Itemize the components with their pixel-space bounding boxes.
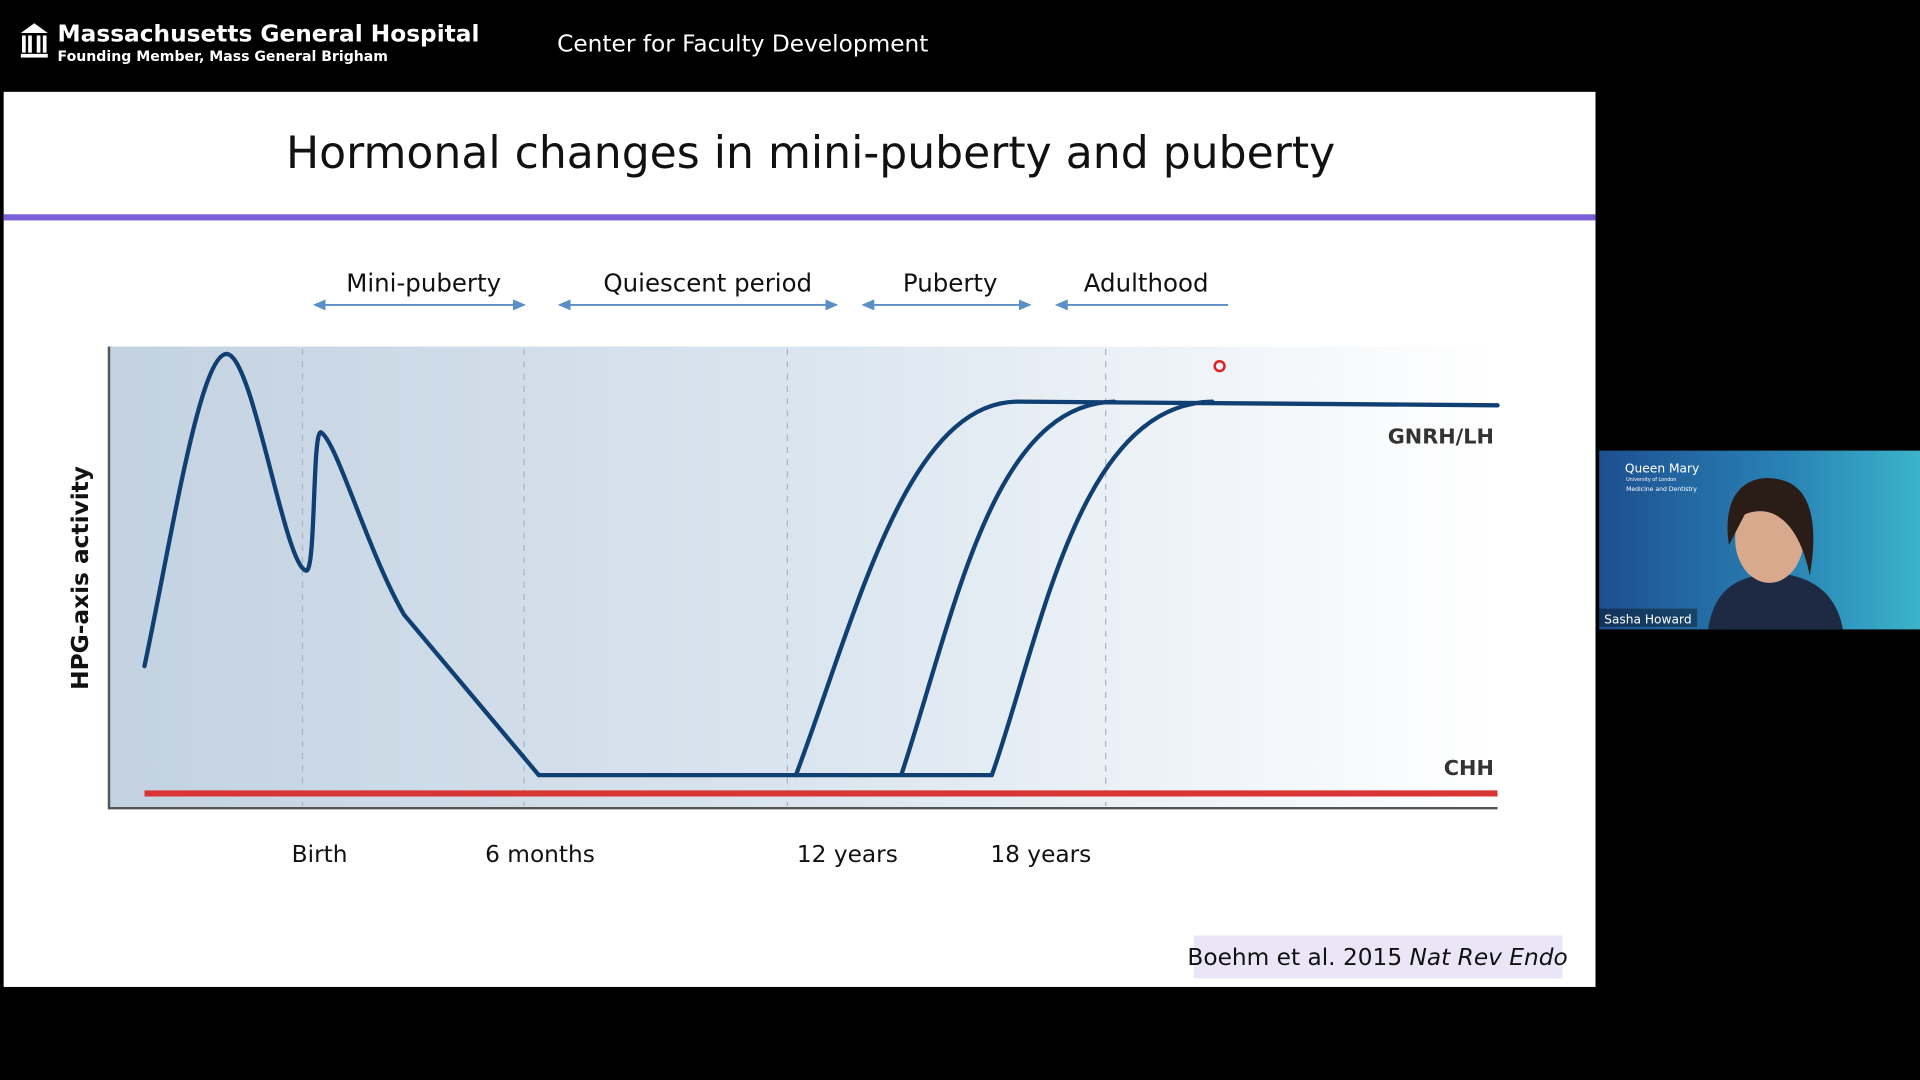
participant-name: Sasha Howard bbox=[1604, 612, 1692, 626]
logo-sub: University of London bbox=[1626, 477, 1676, 483]
logo-text: Queen Mary bbox=[1625, 462, 1699, 476]
title-rule bbox=[3, 214, 1596, 221]
slide-title: Hormonal changes in mini-puberty and pub… bbox=[286, 128, 1335, 179]
name-bg bbox=[1599, 608, 1698, 627]
plot-area bbox=[108, 346, 1498, 809]
x-label: Birth bbox=[292, 841, 348, 868]
phase-label: Adulthood bbox=[1084, 268, 1209, 297]
citation-box bbox=[1193, 935, 1563, 979]
axes bbox=[107, 346, 1498, 810]
citation-text: Boehm et al. 2015 bbox=[1187, 944, 1402, 971]
citation: Boehm et al. 2015 Nat Rev Endo bbox=[1187, 944, 1567, 971]
y-axis-label: HPG-axis activity bbox=[67, 466, 94, 690]
pointer bbox=[1213, 360, 1226, 373]
curve-label: CHH bbox=[1444, 756, 1494, 780]
gnrh-curve bbox=[899, 399, 1117, 778]
curve-label: GNRH/LH bbox=[1388, 424, 1494, 448]
x-label: 6 months bbox=[485, 841, 595, 868]
org-name: Massachusetts General Hospital bbox=[58, 21, 480, 48]
citation-journal: Nat Rev Endo bbox=[1410, 944, 1568, 971]
phase-label: Quiescent period bbox=[603, 268, 812, 297]
phase-label: Mini-puberty bbox=[346, 268, 501, 297]
gnrh-curve bbox=[142, 351, 994, 778]
logo-icon bbox=[20, 23, 48, 58]
x-label: 12 years bbox=[797, 841, 898, 868]
x-label: 18 years bbox=[990, 841, 1091, 868]
phase-label: Puberty bbox=[903, 268, 998, 297]
gnrh-curve bbox=[793, 399, 1500, 778]
participant bbox=[1708, 477, 1843, 630]
org-sub: Founding Member, Mass General Brigham bbox=[58, 49, 388, 65]
gnrh-curve bbox=[989, 399, 1215, 778]
logo-sub: Medicine and Dentistry bbox=[1626, 486, 1697, 493]
center-name: Center for Faculty Development bbox=[557, 30, 928, 57]
